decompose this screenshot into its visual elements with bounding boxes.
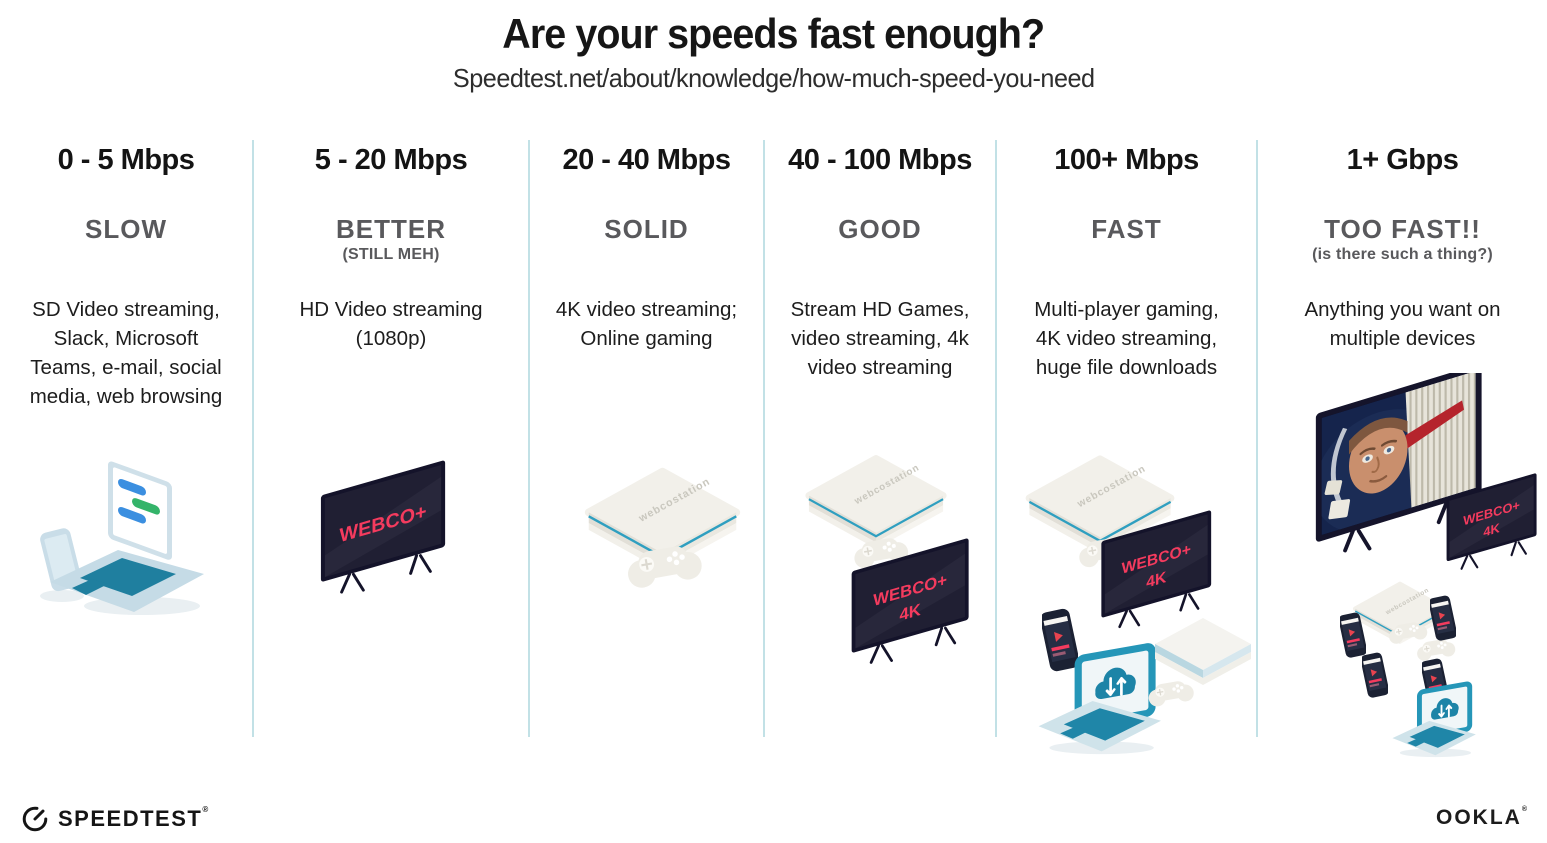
speed-range-heading: 40 - 100 Mbps: [788, 144, 972, 176]
tv-webco-4k-illustration: WEBCO+ 4K: [1446, 473, 1537, 570]
tier-column-20-40-mbps: 20 - 40 Mbps SOLID 4K video streaming; O…: [530, 140, 765, 737]
trademark-symbol: ®: [1521, 806, 1529, 813]
game-console-illustration: webcostation: [805, 455, 947, 549]
cloud-sync-icon: [1431, 698, 1459, 720]
speedtest-wordmark: SPEEDTEST®: [58, 805, 210, 832]
tier-rating-label: BETTER: [336, 214, 446, 244]
tier-column-100-plus-mbps: 100+ Mbps FAST Multi-player gaming, 4K v…: [997, 140, 1258, 755]
smartphone-video-illustration: [1430, 595, 1456, 641]
tier-description: Stream HD Games, video streaming, 4k vid…: [790, 298, 970, 380]
tv-webco-4k-illustration: WEBCO+ 4K: [851, 538, 969, 664]
game-controller-illustration: [628, 546, 702, 588]
smartphone-video-illustration: [1340, 612, 1366, 658]
astronaut-movie-still: [1321, 373, 1476, 536]
tv-webco-4k-illustration: WEBCO+ 4K: [1101, 510, 1212, 629]
smartphone-video-illustration: [1042, 608, 1078, 672]
chat-bubbles-icon: [118, 478, 160, 524]
tier-rating-label: TOO FAST!!: [1324, 214, 1481, 244]
speedtest-logo: SPEEDTEST®: [20, 804, 210, 834]
tv-webco-illustration: WEBCO+: [320, 460, 446, 594]
tv-movie-illustration: [1315, 373, 1482, 553]
tier-column-5-20-mbps: 5 - 20 Mbps BETTER (STILL MEH) HD Video …: [254, 140, 530, 737]
speedometer-gauge-icon: [22, 806, 48, 832]
speed-range-heading: 100+ Mbps: [1054, 144, 1199, 176]
game-console-illustration: webcostation: [1025, 455, 1175, 554]
tier-rating-label: SLOW: [85, 214, 167, 244]
tier-rating-sublabel: (STILL MEH): [342, 246, 440, 263]
laptop-cloud-illustration: [1038, 643, 1161, 755]
speed-range-heading: 5 - 20 Mbps: [314, 144, 468, 176]
tier-rating-label: FAST: [1091, 214, 1162, 244]
ookla-wordmark: OOKLA®: [1436, 806, 1529, 829]
action-buttons-icon: [666, 551, 685, 566]
game-controller-illustration: [1417, 639, 1456, 661]
cloud-sync-icon: [1095, 667, 1136, 700]
tv-4k-text: 4K: [1146, 569, 1166, 592]
tier-column-0-5-mbps: 0 - 5 Mbps SLOW SD Video streaming, Slac…: [0, 140, 254, 737]
tier-rating-sublabel: (is there such a thing?): [1312, 246, 1493, 263]
page-title: Are your speeds fast enough?: [502, 10, 1046, 57]
tier-description: Anything you want on multiple devices: [1304, 298, 1501, 351]
tier-column-1-plus-gbps: 1+ Gbps TOO FAST!! (is there such a thin…: [1258, 140, 1547, 758]
tier-description: HD Video streaming (1080p): [299, 298, 483, 351]
tier-description: SD Video streaming, Slack, Microsoft Tea…: [29, 298, 223, 409]
speed-range-heading: 20 - 40 Mbps: [562, 144, 731, 176]
game-console-slab-illustration: [1155, 618, 1251, 685]
tier-description: 4K video streaming; Online gaming: [555, 298, 738, 351]
trackpad-area: [72, 579, 108, 595]
page-subtitle-url: Speedtest.net/about/knowledge/how-much-s…: [452, 63, 1095, 93]
tv-4k-text: 4K: [899, 600, 921, 625]
game-controller-illustration: [1148, 681, 1194, 707]
laptop-chat-illustration: [40, 461, 204, 615]
tier-column-40-100-mbps: 40 - 100 Mbps GOOD Stream HD Games, vide…: [765, 140, 997, 737]
smartphone-video-illustration: [1362, 652, 1388, 698]
speed-range-heading: 1+ Gbps: [1346, 144, 1459, 176]
tier-rating-label: GOOD: [838, 214, 922, 244]
trademark-symbol: ®: [202, 805, 210, 814]
ookla-logo: OOKLA®: [1436, 806, 1529, 830]
tv-4k-text: 4K: [1483, 520, 1500, 540]
keyboard-area: [80, 558, 176, 596]
game-controller-illustration: [1389, 622, 1428, 644]
tier-rating-label: SOLID: [604, 214, 689, 244]
speed-range-heading: 0 - 5 Mbps: [57, 144, 195, 176]
tier-description: Multi-player gaming, 4K video streaming,…: [1034, 298, 1219, 380]
laptop-cloud-illustration: [1392, 681, 1476, 758]
speed-tier-columns: 0 - 5 Mbps SLOW SD Video streaming, Slac…: [0, 140, 1547, 758]
play-icon: [1054, 632, 1063, 642]
